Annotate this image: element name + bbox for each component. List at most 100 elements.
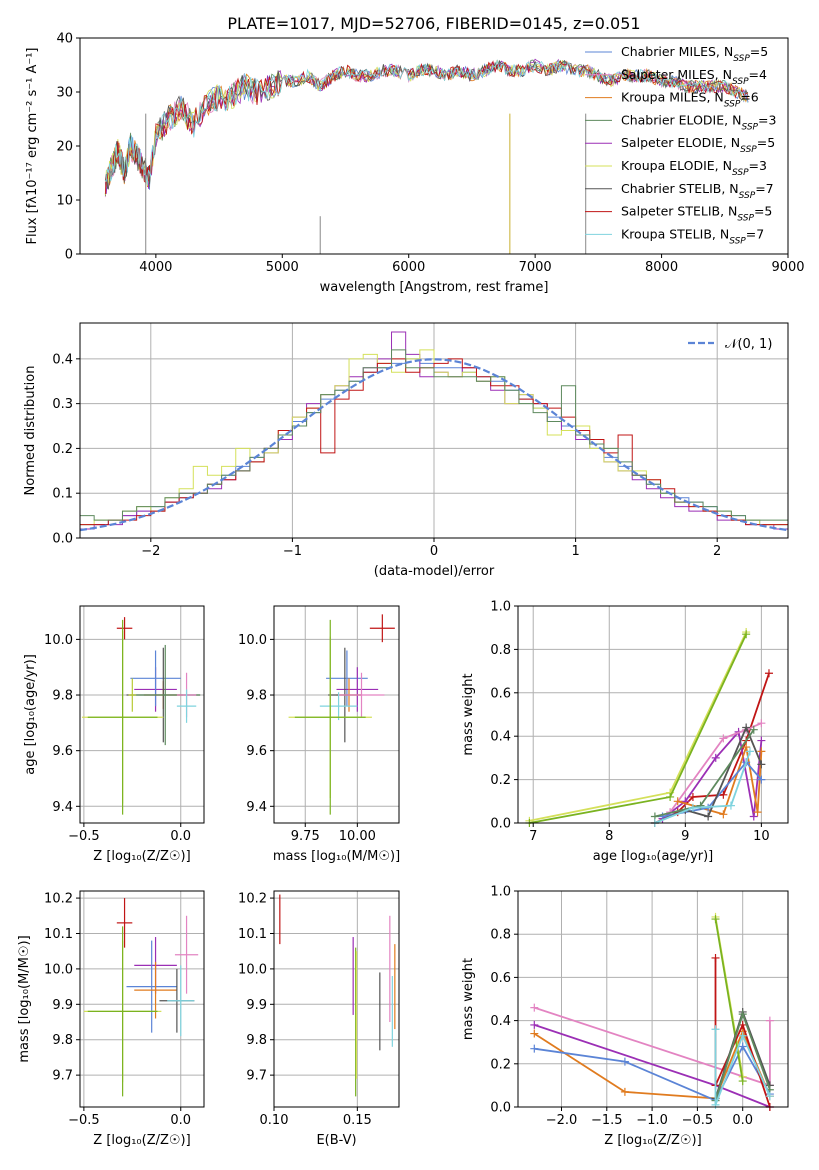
x-tick-label: 10 <box>753 829 770 844</box>
weight-marker <box>688 803 697 812</box>
x-axis-label: Z [log₁₀(Z/Z☉)] <box>93 849 190 864</box>
y-tick-label: 10.0 <box>44 962 73 977</box>
error-bar-point <box>87 926 158 1097</box>
weight-marker <box>711 1025 720 1034</box>
legend-label: Salpeter ELODIE, NSSP=5 <box>621 135 775 155</box>
y-tick-label: 20 <box>56 140 73 155</box>
y-tick-label: 9.8 <box>52 1033 73 1048</box>
x-axis-label: Z [log₁₀(Z/Z☉)] <box>93 1133 190 1148</box>
y-tick-label: 10.1 <box>238 927 267 942</box>
weight-marker <box>673 797 682 806</box>
y-tick-label: 10 <box>56 194 73 209</box>
y-tick-label: 10.1 <box>44 927 73 942</box>
y-tick-label: 9.8 <box>246 1033 267 1048</box>
legend-label: Kroupa STELIB, NSSP=7 <box>621 226 764 246</box>
weight-marker <box>757 736 766 745</box>
x-tick-label: 10.00 <box>339 829 376 844</box>
y-tick-label: 10.0 <box>238 962 267 977</box>
y-tick-label: 10.0 <box>44 633 73 648</box>
y-tick-label: 9.4 <box>52 800 73 815</box>
legend-label-sub: SSP <box>732 168 749 178</box>
legend-label-text: Chabrier MILES, N <box>621 44 733 59</box>
y-axis-label: mass weight <box>461 673 476 755</box>
plot-area-residual_hist <box>79 331 789 532</box>
legend-label-text: Salpeter STELIB, N <box>621 204 737 219</box>
error-bar-point <box>319 692 358 721</box>
y-tick-label: 9.7 <box>52 1069 73 1084</box>
weight-marker <box>704 812 713 821</box>
legend-label-tail: =5 <box>754 204 772 219</box>
y-tick-label: 0.2 <box>490 773 511 788</box>
x-tick-label: 1 <box>571 544 579 559</box>
legend-entry: Chabrier MILES, NSSP=5 <box>585 44 768 64</box>
y-tick-label: 9.6 <box>52 744 73 759</box>
weight-marker <box>757 747 766 756</box>
weight-marker <box>742 743 751 752</box>
weight-marker <box>711 915 720 924</box>
y-axis-label: mass weight <box>461 958 476 1040</box>
y-tick-label: 40 <box>56 32 73 47</box>
y-tick-label: 0.4 <box>52 352 73 367</box>
legend-entry: Salpeter ELODIE, NSSP=5 <box>585 135 775 155</box>
panel-weight_vs_age: 7 8 9 10 0.0 0.2 0.4 0.6 0.8 1.0 age [log₁₀(age/yr… <box>461 600 789 864</box>
panel-mass_vs_ebv: 0.10 0.15 9.7 9.8 9.9 10.0 10.1 10.2 E(B-V) <box>238 890 400 1148</box>
weight-marker <box>742 723 751 732</box>
weight-marker <box>530 1044 539 1053</box>
x-axis-label: mass [log₁₀(M/M☉)] <box>273 849 400 864</box>
weight-marker <box>745 747 754 756</box>
figure-title: PLATE=1017, MJD=52706, FIBERID=0145, z=0… <box>227 14 640 33</box>
x-axis-label: E(B-V) <box>316 1133 356 1148</box>
y-tick-label: 9.7 <box>246 1069 267 1084</box>
y-tick-label: 0.2 <box>52 442 73 457</box>
spectrum-line <box>105 59 749 185</box>
weight-marker <box>738 1042 747 1051</box>
x-tick-label: 4000 <box>139 260 172 275</box>
x-tick-label: 9.75 <box>291 829 320 844</box>
y-tick-label: 0.0 <box>490 817 511 832</box>
legend-label-sub: SSP <box>729 236 746 246</box>
x-tick-label: 6000 <box>392 260 425 275</box>
weight-marker <box>749 812 758 821</box>
error-bar-point <box>174 915 199 994</box>
weight-marker <box>757 719 766 728</box>
legend-label: Kroupa ELODIE, NSSP=3 <box>621 158 767 178</box>
y-tick-label: 1.0 <box>490 600 511 615</box>
error-bar-point <box>87 619 158 815</box>
weight-marker <box>719 790 728 799</box>
x-tick-label: −2 <box>141 544 160 559</box>
plot-area-weight_vs_Z <box>530 912 774 1111</box>
legend-label-text: Salpeter ELODIE, N <box>621 135 740 150</box>
legend-label: 𝒩(0, 1) <box>725 337 772 352</box>
panel-spectrum: 4000 5000 6000 7000 8000 9000 0 10 20 30 40 wavelen… <box>25 32 805 296</box>
error-bar-point <box>128 678 137 712</box>
legend-label-tail: =3 <box>749 158 767 173</box>
legend-label-text: Chabrier ELODIE, N <box>621 112 741 127</box>
y-tick-label: 0.8 <box>490 928 511 943</box>
legend-label: Chabrier ELODIE, NSSP=3 <box>621 112 776 132</box>
panel-age_vs_mass: 9.75 10.00 9.4 9.6 9.8 10.0 mass [log₁₀(M/M☉)] <box>238 605 400 864</box>
y-tick-label: 0 <box>65 248 73 263</box>
axes-frame <box>273 890 400 1108</box>
y-tick-label: 0.2 <box>490 1057 511 1072</box>
weight-marker <box>696 801 705 810</box>
axes-frame <box>79 605 205 824</box>
plot-area-spectrum <box>104 58 749 254</box>
weight-marker <box>719 810 728 819</box>
weight-marker <box>711 1100 720 1109</box>
weight-marker <box>666 792 675 801</box>
error-bar-point <box>116 898 133 948</box>
x-tick-label: 8 <box>605 829 613 844</box>
legend-label-tail: =3 <box>758 112 776 127</box>
error-bar-point <box>326 650 368 707</box>
y-tick-label: 0.6 <box>490 686 511 701</box>
weight-marker <box>764 669 773 678</box>
y-tick-label: 0.0 <box>490 1101 511 1116</box>
legend-label-sub: SSP <box>737 214 754 224</box>
weight-marker <box>738 1077 747 1086</box>
x-tick-label: 2 <box>713 544 721 559</box>
axes-frame <box>79 37 789 255</box>
y-tick-label: 0.6 <box>490 971 511 986</box>
legend-label-tail: =5 <box>750 44 768 59</box>
legend-label-sub: SSP <box>740 145 757 155</box>
axes-frame <box>273 605 400 824</box>
